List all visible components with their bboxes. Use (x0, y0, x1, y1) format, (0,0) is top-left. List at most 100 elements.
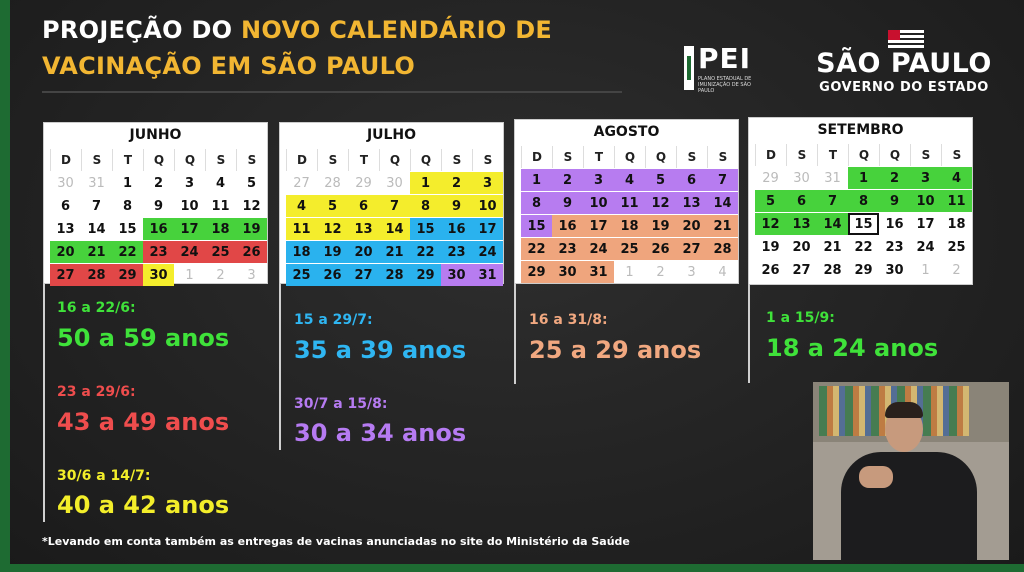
calendar-day: 21 (81, 241, 112, 263)
weekday-header: Q (645, 146, 676, 168)
calendar-day: 6 (676, 169, 707, 191)
calendar-day: 1 (521, 169, 552, 191)
calendar-day: 20 (792, 239, 811, 255)
calendar-day: 13 (56, 221, 75, 237)
calendar-day: 13 (676, 192, 707, 214)
calendar-day: 15 (521, 215, 552, 237)
column-line-agosto (514, 284, 516, 384)
calendar-day: 21 (823, 239, 842, 255)
range-date-jun-c: 30/6 a 14/7: (57, 468, 151, 484)
range-date-jun-a: 16 a 22/6: (57, 300, 136, 316)
calendar-day: 25 (947, 239, 966, 255)
calendar-day: 23 (885, 239, 904, 255)
calendar-day: 5 (755, 190, 786, 212)
calendar-day: 13 (348, 218, 379, 240)
weekday-header: S (786, 144, 817, 166)
calendar-day: 14 (379, 218, 410, 240)
calendar-day-outside: 29 (762, 170, 779, 186)
weekday-header: S (205, 149, 236, 171)
weekday-header: D (286, 149, 317, 171)
calendar-day: 28 (81, 264, 112, 286)
weekday-header: Q (410, 149, 441, 171)
calendar-grid: D S T Q Q S S 27 28 29 30 1 2 3 4 5 6 7 8 9 10 11 12 13 14 15 16 17… (286, 149, 503, 286)
weekday-header: S (441, 149, 472, 171)
calendar-day: 30 (441, 264, 472, 286)
range-date-jul-a: 15 a 29/7: (294, 312, 373, 328)
calendar-day: 8 (521, 192, 552, 214)
calendar-day: 27 (348, 264, 379, 286)
weekday-header: T (583, 146, 614, 168)
calendar-day: 18 (205, 218, 236, 240)
calendar-day: 2 (552, 169, 583, 191)
calendar-day: 24 (916, 239, 935, 255)
weekday-header: S (81, 149, 112, 171)
calendar-day: 9 (153, 198, 164, 214)
calendar-day: 12 (242, 198, 261, 214)
calendar-day: 25 (286, 264, 317, 286)
calendar-day: 11 (941, 190, 972, 212)
weekday-header: S (910, 144, 941, 166)
calendar-day: 19 (317, 241, 348, 263)
calendar-day: 14 (707, 192, 738, 214)
calendar-day: 31 (583, 261, 614, 283)
calendar-day: 26 (236, 241, 267, 263)
calendar-day: 3 (184, 175, 195, 191)
calendar-day: 19 (236, 218, 267, 240)
calendar-day-outside: 2 (216, 267, 225, 283)
calendar-month-title: AGOSTO (593, 124, 660, 140)
calendar-day: 27 (676, 238, 707, 260)
calendar-day: 1 (122, 175, 133, 191)
calendar-day: 2 (153, 175, 164, 191)
calendar-day: 28 (707, 238, 738, 260)
calendar-day: 5 (317, 195, 348, 217)
calendar-day: 9 (552, 192, 583, 214)
calendar-day-outside: 29 (355, 175, 372, 191)
calendar-day-outside: 2 (952, 262, 961, 278)
title-yellow-part: NOVO CALENDÁRIO DE (241, 16, 553, 44)
calendar-day-outside: 2 (656, 264, 665, 280)
calendar-day: 20 (676, 215, 707, 237)
calendar-day: 7 (817, 190, 848, 212)
calendar-day: 4 (286, 195, 317, 217)
calendar-day: 8 (410, 195, 441, 217)
calendar-day: 23 (552, 238, 583, 260)
calendar-day-outside: 31 (824, 170, 841, 186)
calendar-day: 3 (472, 172, 503, 194)
calendar-day: 6 (60, 198, 71, 214)
calendar-day: 19 (761, 239, 780, 255)
calendar-day-today: 15 (848, 213, 879, 235)
calendar-day: 10 (583, 192, 614, 214)
calendar-day: 29 (854, 262, 873, 278)
sign-language-interpreter-video (813, 382, 1009, 560)
calendar-day: 10 (180, 198, 199, 214)
calendar-day: 11 (211, 198, 230, 214)
calendar-day-outside: 1 (625, 264, 634, 280)
calendar-day: 17 (174, 218, 205, 240)
title-divider (42, 91, 622, 93)
range-date-jul-b: 30/7 a 15/8: (294, 396, 388, 412)
left-accent-bar (0, 0, 10, 572)
column-line-setembro (748, 285, 750, 383)
calendar-day: 7 (379, 195, 410, 217)
calendar-day: 24 (472, 241, 503, 263)
weekday-header: Q (848, 144, 879, 166)
calendar-day: 3 (583, 169, 614, 191)
weekday-header: Q (174, 149, 205, 171)
calendar-junho: JUNHO D S T Q Q S S 30 31 1 2 3 4 5 6 7 8 9 10 11 12 13 14 15 16… (43, 122, 268, 286)
calendar-day: 21 (707, 215, 738, 237)
weekday-header: Q (614, 146, 645, 168)
calendar-day: 6 (786, 190, 817, 212)
calendar-day: 17 (472, 218, 503, 240)
range-age-jun-c: 40 a 42 anos (57, 491, 230, 519)
range-age-jun-a: 50 a 59 anos (57, 324, 230, 352)
calendar-day-outside: 30 (386, 175, 403, 191)
calendar-month-title: SETEMBRO (817, 122, 904, 138)
calendar-day: 12 (645, 192, 676, 214)
calendar-day: 8 (848, 190, 879, 212)
calendar-day-outside: 4 (718, 264, 727, 280)
column-line-julho (279, 284, 281, 450)
calendar-day: 17 (583, 215, 614, 237)
calendar-day: 14 (87, 221, 106, 237)
calendar-day: 11 (286, 218, 317, 240)
weekday-header: S (552, 146, 583, 168)
